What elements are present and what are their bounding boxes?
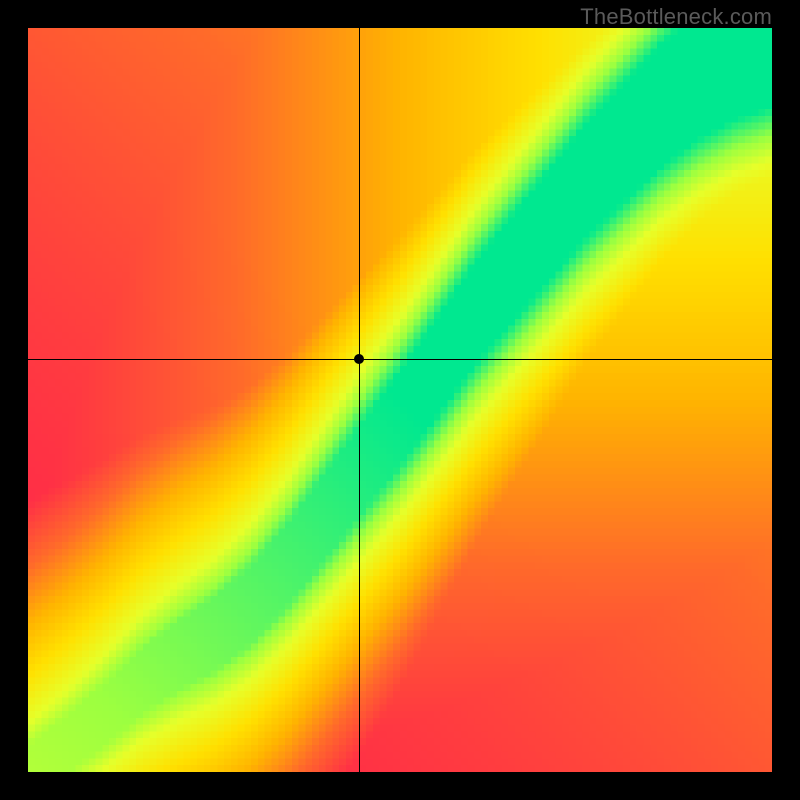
crosshair-horizontal — [28, 359, 772, 360]
crosshair-marker — [354, 354, 364, 364]
crosshair-vertical — [359, 28, 360, 772]
bottleneck-heatmap — [28, 28, 772, 772]
figure-container: TheBottleneck.com — [0, 0, 800, 800]
watermark-text: TheBottleneck.com — [580, 4, 772, 30]
plot-area — [28, 28, 772, 772]
